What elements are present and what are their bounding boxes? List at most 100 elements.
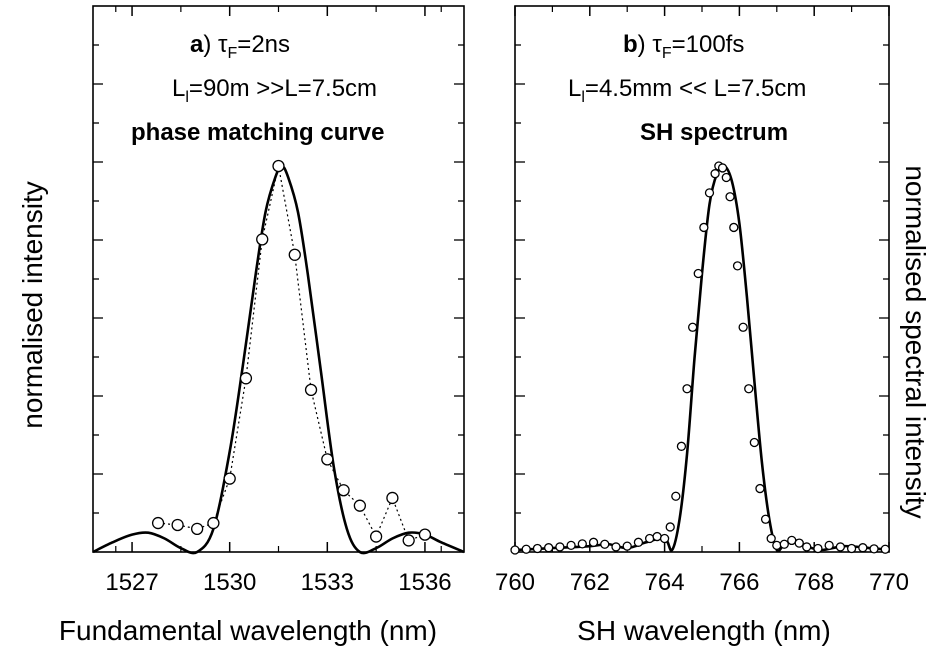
- panel-b-data-point: [688, 322, 698, 332]
- panel-b-data-point: [880, 544, 890, 554]
- panel-b-xtick-label: 770: [869, 569, 909, 596]
- panel-b-lengths-value: =4.5mm << L=7.5cm: [585, 75, 806, 102]
- panel-b-data-point: [717, 163, 728, 173]
- panel-a-tau: τ: [218, 31, 228, 58]
- panel-b-data-point: [858, 543, 868, 553]
- panel-a-data-point: [223, 472, 236, 485]
- panel-b-data-point: [772, 540, 782, 551]
- panel-a-xtick-label: 1530: [203, 569, 256, 596]
- panel-b-data-point: [699, 222, 709, 233]
- panel-b-title: b) τF=100fs: [623, 31, 744, 62]
- panel-a-subtitle: phase matching curve: [131, 119, 384, 146]
- panel-a-letter: a: [190, 31, 204, 58]
- panel-b-data-point: [665, 522, 675, 532]
- panel-a-tau-value: =2ns: [237, 31, 290, 58]
- panel-a-data-point: [402, 534, 415, 547]
- panel-a-lengths-value: =90m >>L=7.5cm: [189, 75, 377, 102]
- panel-b-data-point: [725, 192, 735, 202]
- panel-a-data-point: [418, 528, 432, 541]
- panel-b-data-point: [835, 542, 846, 552]
- panel-b-data-point: [588, 537, 599, 547]
- panel-a-data-point: [288, 248, 301, 261]
- panel-b-data-point: [633, 537, 644, 547]
- panel-b-data-point: [577, 539, 587, 549]
- panel-a-xtick-label: 1533: [301, 569, 354, 596]
- panel-b-xtick-label: 760: [495, 569, 535, 596]
- panel-b-data-point: [611, 542, 621, 552]
- panel-b-data-point: [600, 539, 610, 549]
- panel-b-data-point: [794, 538, 804, 548]
- panel-b-data-point: [732, 261, 743, 271]
- panel-b-data-point: [532, 543, 543, 554]
- panel-a-data-point: [256, 233, 269, 246]
- panel-a-data-point: [272, 159, 285, 173]
- panel-a-data-line: [158, 165, 426, 542]
- panel-b-xtick-label: 762: [570, 569, 610, 596]
- panel-b-xtick-label: 766: [719, 569, 759, 596]
- panel-b-data-point: [566, 540, 576, 551]
- panel-b-data-point: [869, 544, 879, 554]
- panel-a-title: a) τF=2ns: [190, 31, 290, 62]
- panel-a-ylabel: normalised intensity: [17, 181, 48, 428]
- panel-b-data-point: [846, 543, 857, 554]
- panel-b-data-point: [704, 188, 715, 198]
- panel-b-data-point: [760, 514, 771, 524]
- panel-a-xlabel: Fundamental wavelength (nm): [59, 615, 437, 646]
- panel-b-data-point: [521, 544, 531, 554]
- panel-b-xlabel: SH wavelength (nm): [577, 615, 831, 646]
- panel-a-data-point: [386, 491, 399, 505]
- panel-b-data-point: [652, 531, 662, 542]
- panel-a-data-point: [337, 484, 350, 497]
- panel-a-data-point: [353, 499, 367, 512]
- panel-b-tau-sub: F: [662, 45, 672, 62]
- panel-b-data-point: [544, 543, 554, 553]
- panel-b-data-point: [824, 540, 834, 551]
- panel-b-data-point: [510, 545, 520, 555]
- panel-b-letter: b: [623, 31, 638, 58]
- panel-b-data-point: [802, 542, 812, 552]
- panel-a-data-point: [369, 530, 383, 543]
- panel-b-data-point: [682, 384, 692, 394]
- panel-a-lengths-sub: l: [185, 89, 189, 106]
- panel-b-data-point: [676, 441, 687, 451]
- panel-b-data-point: [749, 437, 760, 448]
- panel-a-lengths: Ll=90m >>L=7.5cm: [172, 75, 377, 106]
- panel-b-lengths: Ll=4.5mm << L=7.5cm: [568, 75, 806, 106]
- panel-a-data-point: [151, 516, 165, 530]
- panel-a-data-point: [207, 516, 220, 530]
- panel-b-tau: τ: [652, 31, 662, 58]
- panel-a-data-point: [304, 383, 318, 397]
- panel-b-tau-value: =100fs: [672, 31, 745, 58]
- panel-b-data-point: [744, 384, 754, 394]
- panel-b-data-point: [555, 542, 565, 552]
- panel-b-data-point: [622, 541, 632, 551]
- panel-a-tau-sub: F: [228, 45, 238, 62]
- panel-b-lengths-sub: l: [581, 89, 585, 106]
- panel-b-data-point: [644, 533, 655, 544]
- panel-b-data-point: [729, 222, 739, 233]
- panel-a-theory-curve: [92, 164, 465, 555]
- panel-b-lengths-L: L: [568, 75, 581, 102]
- panel-b-data-point: [787, 535, 797, 546]
- panel-b-data-point: [779, 539, 789, 549]
- panel-b-data-point: [813, 543, 823, 554]
- panel-a-data-point: [321, 453, 334, 466]
- panel-b-xtick-label: 764: [645, 569, 685, 596]
- panel-a-lengths-L: L: [172, 75, 185, 102]
- panel-b-data-point: [766, 533, 776, 544]
- panel-a-xtick-label: 1536: [398, 569, 451, 596]
- panel-a-data-point: [239, 372, 253, 385]
- panel-b-data-point: [671, 491, 681, 501]
- panel-b-data-point: [755, 483, 765, 494]
- panel-b-data-point: [693, 268, 703, 279]
- panel-b-data-point: [710, 169, 720, 179]
- panel-a-data-point: [171, 518, 184, 532]
- panel-b-xtick-label: 768: [794, 569, 834, 596]
- panel-b-data-point: [738, 322, 748, 332]
- panel-b-subtitle: SH spectrum: [640, 119, 788, 146]
- panel-a-data-point: [190, 522, 204, 535]
- panel-b-data-point: [659, 533, 670, 544]
- panel-b-ylabel: normalised spectral intensity: [900, 165, 931, 518]
- panel-b-data-point: [721, 172, 731, 183]
